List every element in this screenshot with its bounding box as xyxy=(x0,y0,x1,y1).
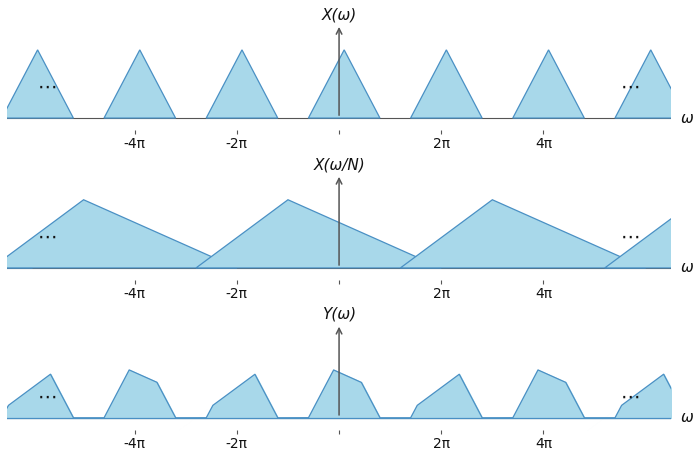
Text: ω: ω xyxy=(681,410,694,425)
Polygon shape xyxy=(0,200,32,268)
Polygon shape xyxy=(2,50,73,118)
Polygon shape xyxy=(605,200,699,268)
Polygon shape xyxy=(196,200,441,268)
Polygon shape xyxy=(206,50,278,118)
Text: X(ω): X(ω) xyxy=(322,7,356,22)
Polygon shape xyxy=(410,50,482,118)
Polygon shape xyxy=(308,50,380,118)
Text: ⋯: ⋯ xyxy=(621,228,640,247)
Polygon shape xyxy=(513,50,584,118)
Text: Y(ω): Y(ω) xyxy=(322,307,356,322)
Polygon shape xyxy=(104,50,175,118)
Text: ⋯: ⋯ xyxy=(38,228,57,247)
Text: X(ω/N): X(ω/N) xyxy=(313,157,365,172)
Text: ⋯: ⋯ xyxy=(38,78,57,97)
Text: ⋯: ⋯ xyxy=(621,78,640,97)
Text: ⋯: ⋯ xyxy=(38,388,57,407)
Polygon shape xyxy=(401,200,646,268)
Polygon shape xyxy=(0,200,237,268)
Polygon shape xyxy=(615,50,686,118)
Text: ω: ω xyxy=(681,261,694,275)
Text: ⋯: ⋯ xyxy=(621,388,640,407)
Text: ω: ω xyxy=(681,110,694,125)
